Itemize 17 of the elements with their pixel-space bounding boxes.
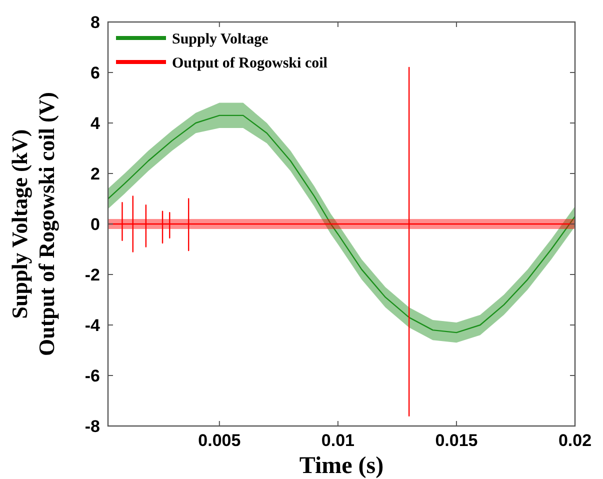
y-tick-label: 8 bbox=[90, 12, 100, 32]
y-tick-label: 2 bbox=[90, 164, 100, 184]
y-tick-label: 0 bbox=[90, 214, 100, 234]
y-tick-label: -6 bbox=[84, 366, 100, 386]
x-tick-label: 0.02 bbox=[558, 431, 592, 450]
y-tick-label: -2 bbox=[84, 265, 100, 284]
x-tick-label: 0.015 bbox=[435, 431, 478, 450]
legend-label: Output of Rogowski coil bbox=[172, 55, 328, 72]
y-axis-title: Supply Voltage (kV) Output of Rogowski coil (V) bbox=[7, 92, 59, 356]
y-tick-label: 4 bbox=[90, 114, 101, 133]
legend-label: Supply Voltage bbox=[172, 31, 269, 48]
y-tick-label: -8 bbox=[84, 416, 100, 436]
x-tick-label: 0.01 bbox=[321, 431, 354, 450]
y-tick-label: -4 bbox=[84, 316, 101, 335]
x-axis-title: Time (s) bbox=[299, 453, 384, 479]
y-tick-label: 6 bbox=[90, 63, 100, 82]
x-tick-label: 0.005 bbox=[198, 431, 241, 450]
